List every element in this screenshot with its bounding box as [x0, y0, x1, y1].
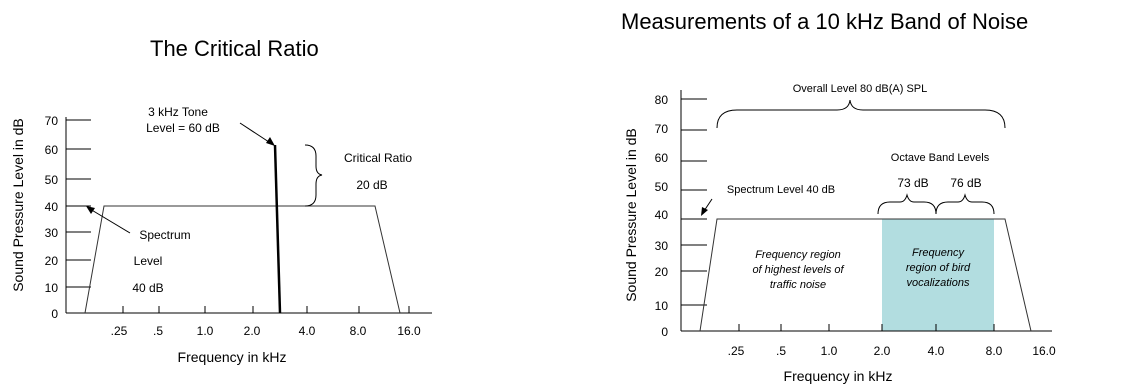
traffic-region-line-2: of highest levels of	[752, 264, 844, 276]
left-xtick-2: 2.0	[244, 324, 261, 338]
octave-band-1-level: 73 dB	[897, 176, 928, 190]
tone-level-label: Level = 60 dB	[146, 121, 220, 135]
left-ytick-10: 10	[45, 281, 59, 295]
octave-band-label: Octave Band Levels	[891, 152, 990, 164]
bird-region-line-2: region of bird	[906, 262, 971, 274]
right-x-ticks: .25 .5 1.0 2.0 4.0 8.0 16.0	[728, 324, 1056, 358]
left-diagram: Sound Pressure Level in dB 0 10 20 30 40…	[10, 105, 432, 365]
left-ytick-40: 40	[45, 200, 59, 214]
right-title: Measurements of a 10 kHz Band of Noise	[621, 9, 1029, 34]
right-spectrum-arrowhead	[701, 207, 708, 216]
left-x-ticks: .25 .5 1.0 2.0 4.0 8.0 16.0	[111, 306, 421, 338]
right-spectrum-label: Spectrum Level 40 dB	[727, 184, 835, 196]
right-xtick-8: 8.0	[986, 344, 1003, 358]
left-xlabel: Frequency in kHz	[178, 349, 287, 365]
right-ytick-70: 70	[655, 122, 669, 136]
octave-band-2-level: 76 dB	[950, 176, 981, 190]
right-noise-band	[699, 218, 1032, 332]
overall-level-brace	[716, 99, 1006, 129]
left-title: The Critical Ratio	[150, 36, 319, 61]
left-ytick-50: 50	[45, 173, 59, 187]
left-ytick-0: 0	[51, 307, 58, 321]
right-ytick-60: 60	[655, 151, 669, 165]
left-noise-band	[84, 205, 401, 314]
bird-region-line-3: vocalizations	[907, 277, 970, 289]
spectrum-arrow-line	[89, 208, 131, 234]
left-ytick-70: 70	[45, 114, 59, 128]
left-ytick-60: 60	[45, 143, 59, 157]
right-xtick-2: 2.0	[874, 344, 891, 358]
critical-ratio-brace	[304, 144, 323, 207]
right-ytick-40: 40	[655, 208, 669, 222]
bird-region-line-1: Frequency	[912, 247, 965, 259]
right-ytick-10: 10	[655, 299, 669, 313]
right-y-ticks: 0 10 20 30 40 50 60 70 80	[655, 93, 707, 339]
right-diagram: Sound Pressure Level in dB 0 10 20 30 40…	[623, 83, 1056, 384]
right-ytick-50: 50	[655, 180, 669, 194]
traffic-region-line-3: traffic noise	[770, 279, 826, 291]
spectrum-label-1: Spectrum	[139, 228, 190, 242]
left-xtick-1: 1.0	[197, 324, 214, 338]
tone-line	[273, 144, 282, 314]
traffic-region-line-1: Frequency region	[755, 249, 841, 261]
right-xtick-16: 16.0	[1032, 344, 1056, 358]
left-xtick-0.5: .5	[153, 324, 163, 338]
spectrum-label-3: 40 dB	[132, 281, 163, 295]
spectrum-arrowhead	[86, 206, 95, 214]
critical-ratio-label: Critical Ratio	[344, 151, 412, 165]
left-xtick-16: 16.0	[397, 324, 421, 338]
right-ytick-20: 20	[655, 265, 669, 279]
left-xtick-8: 8.0	[350, 324, 367, 338]
right-xtick-4: 4.0	[928, 344, 945, 358]
left-xtick-4: 4.0	[299, 324, 316, 338]
right-ytick-30: 30	[655, 239, 669, 253]
right-xtick-1: 1.0	[821, 344, 838, 358]
right-ylabel: Sound Pressure Level in dB	[623, 128, 639, 302]
right-ytick-0: 0	[661, 325, 668, 339]
critical-ratio-value: 20 dB	[356, 178, 387, 192]
octave-brace-2	[935, 193, 995, 215]
tone-label: 3 kHz Tone	[148, 105, 208, 119]
left-y-ticks: 0 10 20 30 40 50 60 70	[45, 114, 91, 321]
right-ytick-80: 80	[655, 93, 669, 107]
bird-region	[882, 219, 994, 331]
left-ytick-20: 20	[45, 254, 59, 268]
octave-brace-1	[877, 193, 937, 215]
overall-level-label: Overall Level 80 dB(A) SPL	[793, 83, 928, 95]
right-xtick-0.25: .25	[728, 344, 745, 358]
tone-arrowhead	[266, 137, 275, 146]
left-ylabel: Sound Pressure Level in dB	[10, 118, 26, 292]
tone-arrow-line	[239, 122, 273, 145]
spectrum-label-2: Level	[134, 254, 163, 268]
right-xlabel: Frequency in kHz	[784, 368, 893, 384]
right-xtick-0.5: .5	[776, 344, 786, 358]
left-xtick-0.25: .25	[111, 324, 128, 338]
left-ytick-30: 30	[45, 226, 59, 240]
